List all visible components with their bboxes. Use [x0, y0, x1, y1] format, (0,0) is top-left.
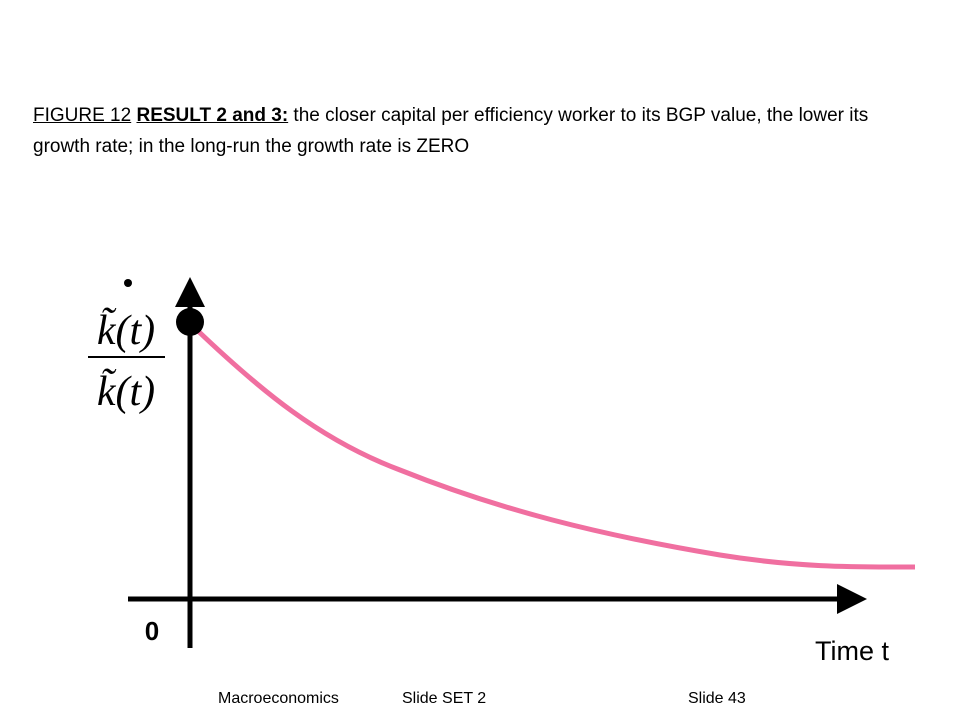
result-label: RESULT 2 and 3:	[136, 105, 289, 126]
x-axis-label: Time t	[815, 636, 889, 666]
growth-curve	[195, 328, 916, 570]
origin-label: 0	[145, 616, 159, 646]
caption: FIGURE 12 RESULT 2 and 3: the closer cap…	[33, 100, 913, 162]
time-derivative-dot	[124, 279, 132, 287]
footer-course: Macroeconomics	[218, 690, 339, 707]
footer-slide: Slide 43	[688, 690, 746, 707]
start-point	[176, 308, 204, 336]
caption-text: the closer capital per efficiency worker…	[33, 105, 869, 157]
figure-label: FIGURE 12	[33, 105, 132, 126]
footer-set: Slide SET 2	[402, 690, 486, 707]
y-label-numerator: k̃(t)	[97, 307, 155, 354]
y-label-denominator: k̃(t)	[97, 368, 155, 415]
